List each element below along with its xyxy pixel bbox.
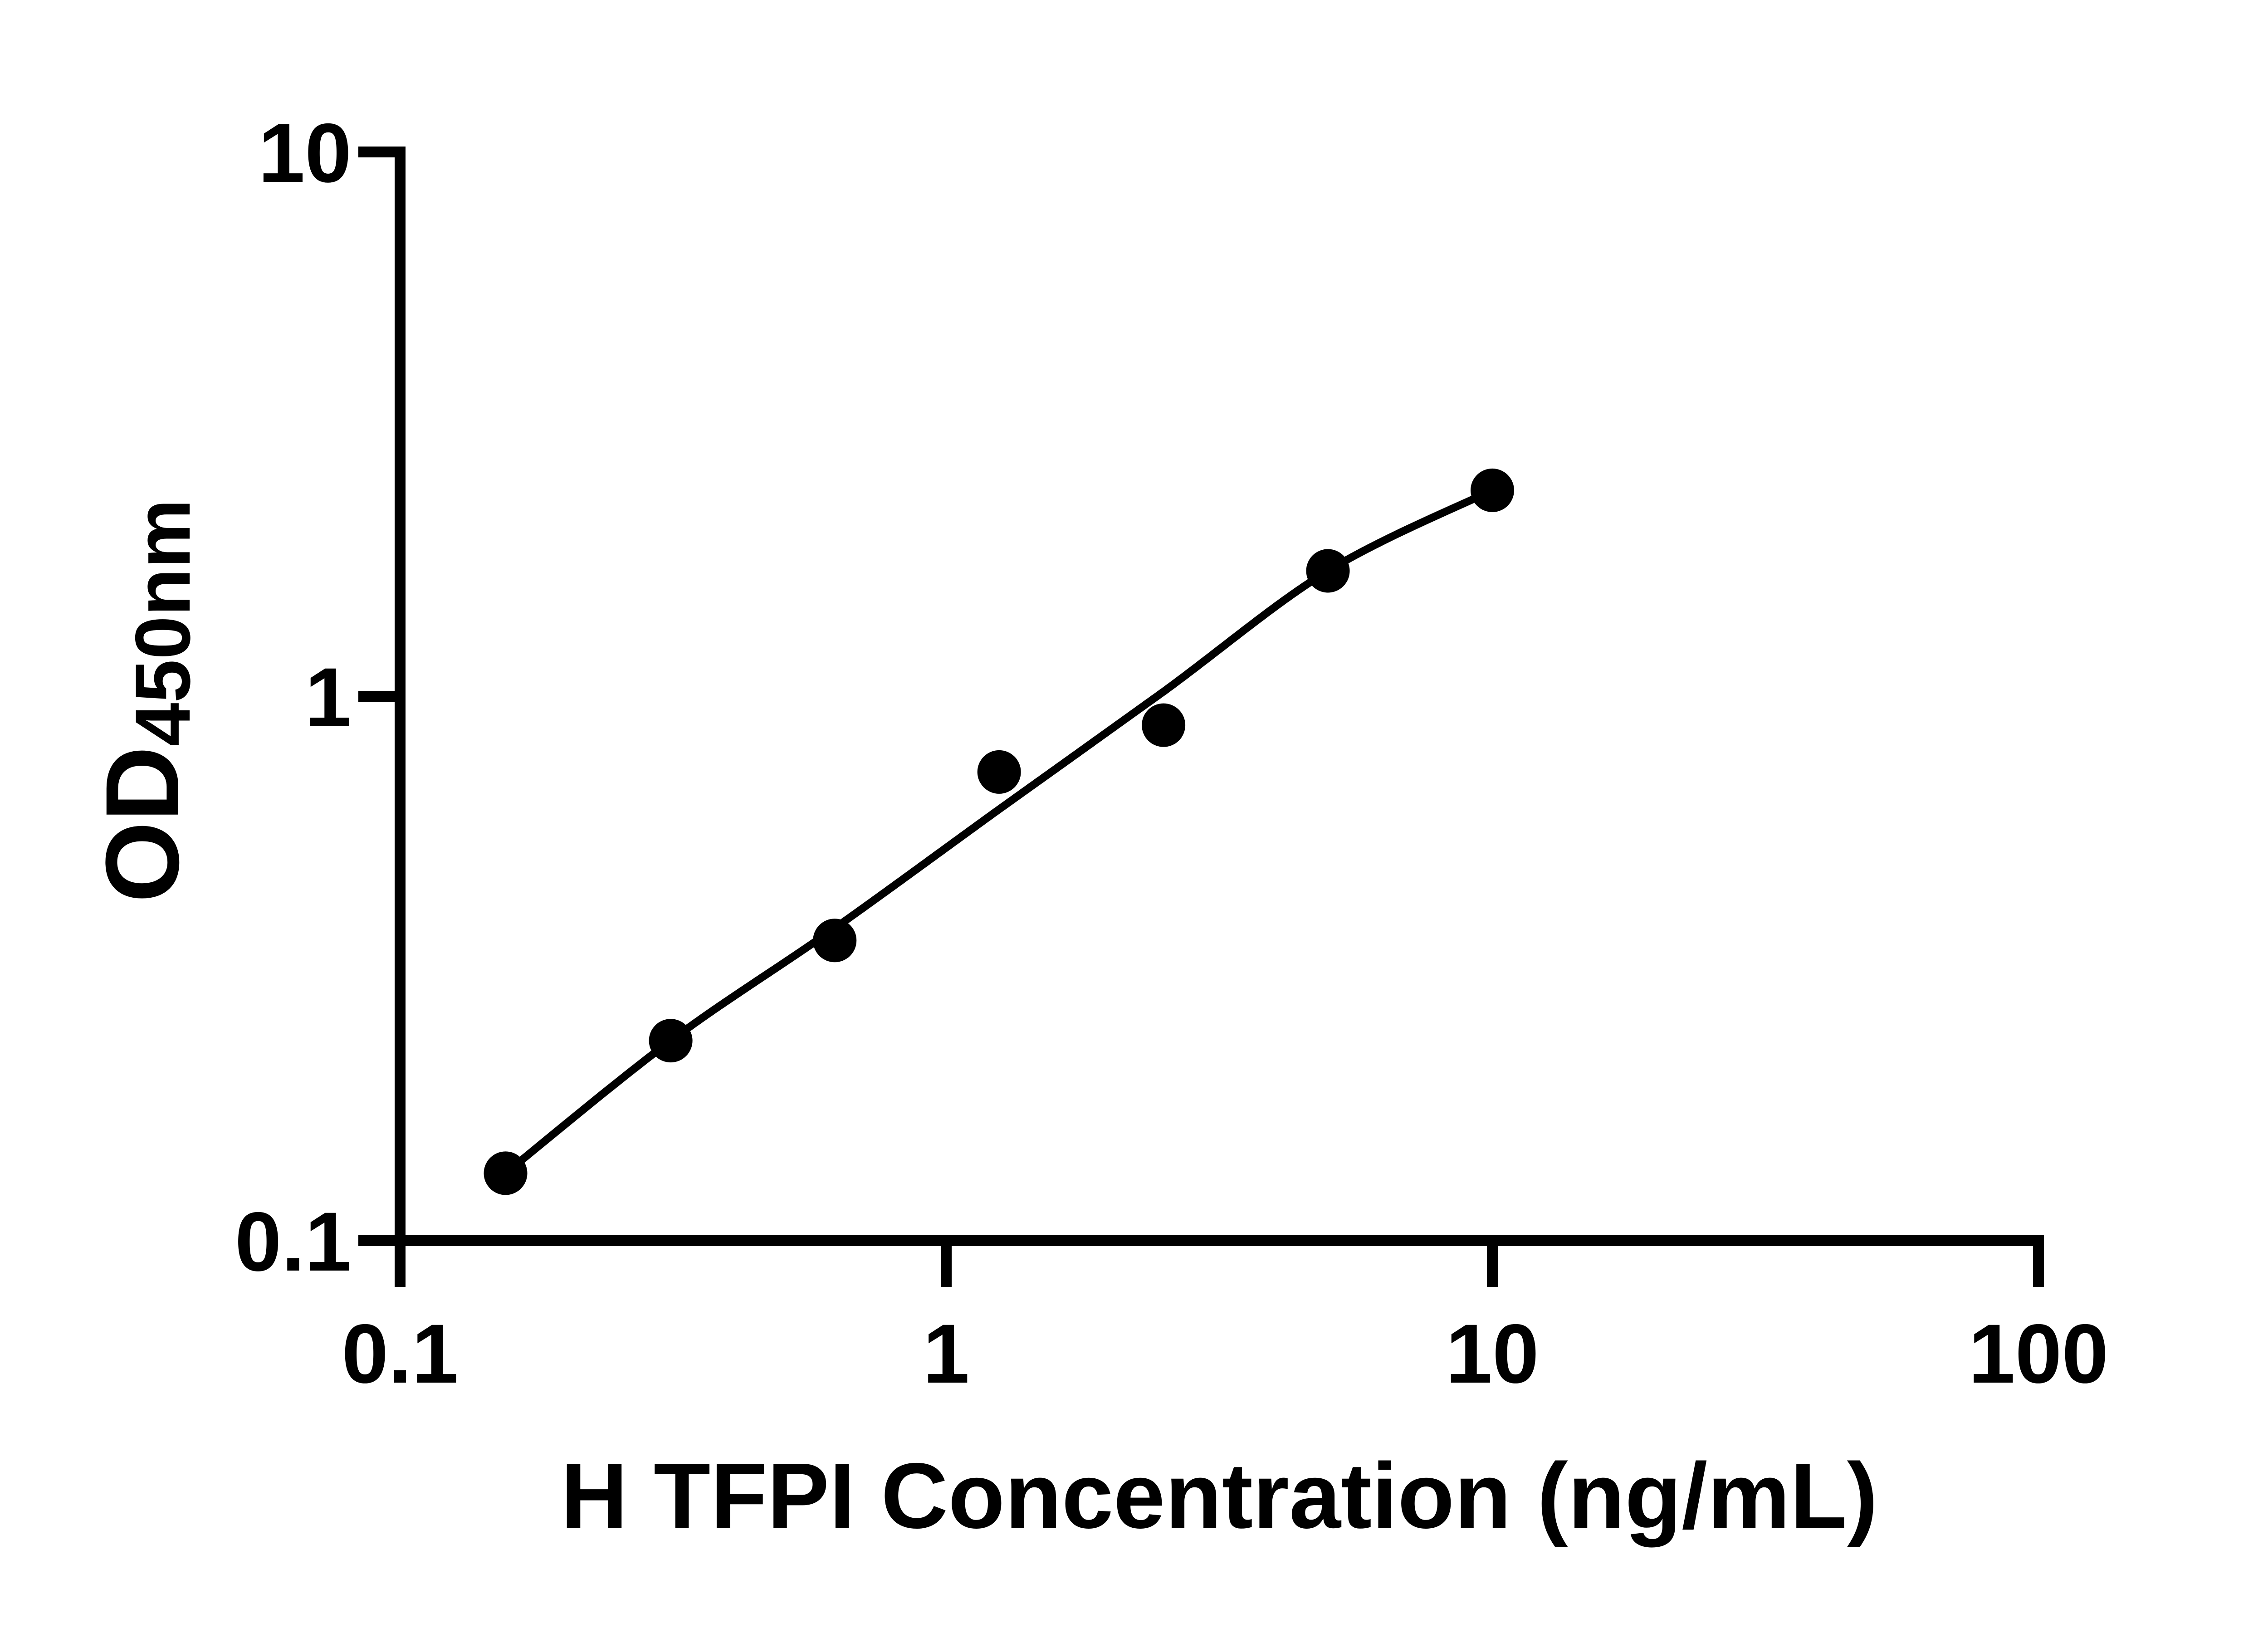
y-tick-label: 0.1 bbox=[235, 1195, 352, 1289]
data-point-marker bbox=[649, 1019, 693, 1063]
data-point-marker bbox=[1306, 549, 1350, 593]
y-tick-label: 10 bbox=[258, 107, 352, 200]
data-point-marker bbox=[484, 1151, 528, 1195]
x-axis-title: H TFPI Concentration (ng/mL) bbox=[561, 1444, 1878, 1548]
data-point-marker bbox=[977, 750, 1021, 794]
y-axis-title-subscript: 450nm bbox=[119, 499, 206, 746]
x-tick-label: 100 bbox=[1969, 1307, 2109, 1401]
y-axis-title-main: OD bbox=[84, 746, 200, 903]
y-tick-label: 1 bbox=[305, 651, 352, 744]
data-point-marker bbox=[1142, 703, 1186, 747]
x-tick-label: 1 bbox=[923, 1307, 970, 1401]
data-point-marker bbox=[813, 919, 857, 963]
x-tick-label: 10 bbox=[1446, 1307, 1539, 1401]
axes-layer: 0.1 1 10 0.1 1 10 100 bbox=[235, 107, 2109, 1401]
fit-curve-path bbox=[503, 487, 1494, 1177]
y-axis-title: OD450nm bbox=[84, 499, 206, 903]
x-tick-label: 0.1 bbox=[342, 1307, 458, 1401]
data-point-marker bbox=[1471, 468, 1514, 512]
